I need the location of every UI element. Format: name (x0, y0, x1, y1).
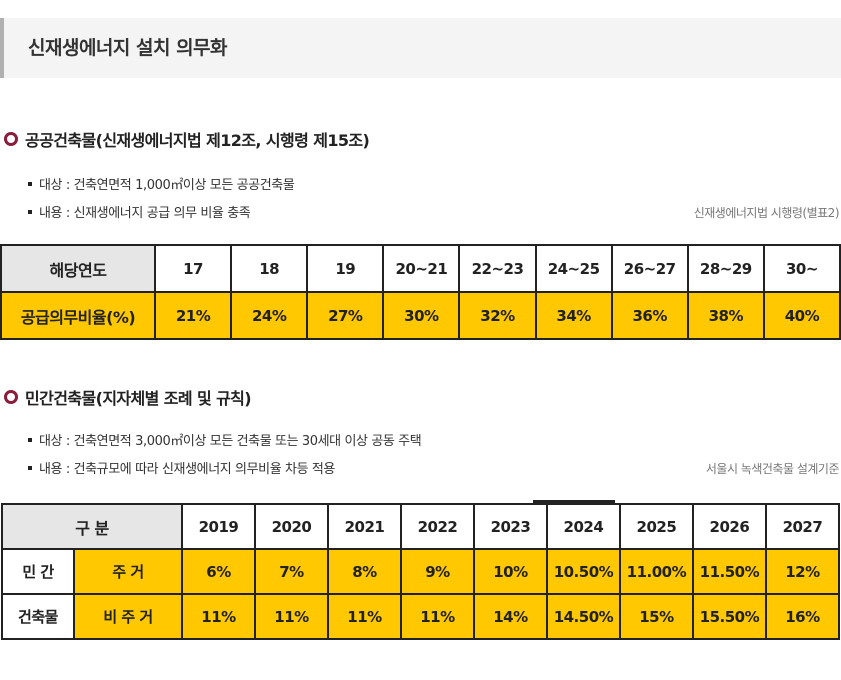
residential-row-label: 주 거 (72, 548, 184, 595)
ratio-cell: 8% (326, 548, 402, 595)
year-cell: 2019 (181, 503, 256, 550)
category-header-label: 구 분 (0, 503, 184, 550)
square-bullet-icon (28, 465, 32, 470)
circle-bullet-icon (4, 390, 18, 404)
public-content-line: 내용 : 신재생에너지 공급 의무 비율 충족 (28, 202, 251, 221)
square-bullet-icon (28, 437, 32, 442)
private-content-text: 내용 : 건축규모에 따라 신재생에너지 의무비율 차등 적용 (39, 462, 335, 477)
year-cell: 2027 (764, 503, 841, 550)
year-header-label: 해당연도 (0, 244, 156, 293)
ratio-cell: 36% (610, 291, 689, 340)
public-target-text: 대상 : 건축연면적 1,000㎡이상 모든 공공건축물 (39, 178, 295, 193)
ratio-cell: 15.50% (691, 593, 767, 640)
ratio-cell: 11% (326, 593, 402, 640)
ratio-cell: 15% (618, 593, 694, 640)
year-cell: 2020 (254, 503, 329, 550)
year-cell: 19 (306, 244, 385, 293)
group-label-top: 민 간 (1, 548, 75, 595)
year-cell: 2026 (691, 503, 767, 550)
year-cell: 2025 (618, 503, 694, 550)
ratio-cell: 11% (181, 593, 256, 640)
square-bullet-icon (28, 181, 32, 186)
private-section-heading: 민간건축물(지자체별 조례 및 규칙) (4, 385, 252, 409)
public-content-text: 내용 : 신재생에너지 공급 의무 비율 충족 (39, 206, 251, 221)
private-heading-text: 민간건축물(지자체별 조례 및 규칙) (25, 389, 252, 408)
page-title: 신재생에너지 설치 의무화 (28, 37, 228, 59)
non-residential-row-label: 비 주 거 (72, 593, 184, 640)
circle-bullet-icon (4, 132, 18, 146)
ratio-cell: 14% (472, 593, 548, 640)
ratio-cell: 6% (181, 548, 256, 595)
year-cell: 30~ (762, 244, 841, 293)
public-heading-text: 공공건축물(신재생에너지법 제12조, 시행령 제15조) (25, 131, 370, 150)
ratio-cell: 21% (153, 291, 233, 340)
ratio-cell: 14.50% (545, 593, 621, 640)
ratio-cell: 11% (399, 593, 475, 640)
private-content-line: 내용 : 건축규모에 따라 신재생에너지 의무비율 차등 적용 (28, 458, 335, 477)
ratio-cell: 38% (686, 291, 765, 340)
private-target-line: 대상 : 건축연면적 3,000㎡이상 모든 건축물 또는 30세대 이상 공동… (28, 430, 422, 449)
ratio-cell: 27% (306, 291, 385, 340)
ratio-cell: 30% (382, 291, 461, 340)
ratio-row-label: 공급의무비율(%) (0, 291, 156, 340)
table-header-row: 해당연도 17 18 19 20~21 22~23 24~25 26~27 28… (0, 244, 841, 293)
year-cell: 24~25 (534, 244, 613, 293)
public-target-line: 대상 : 건축연면적 1,000㎡이상 모든 공공건축물 (28, 174, 295, 193)
ratio-cell: 12% (764, 548, 841, 595)
group-label-bottom: 건축물 (1, 593, 75, 640)
year-cell: 17 (153, 244, 233, 293)
title-bar: 신재생에너지 설치 의무화 (0, 18, 841, 78)
ratio-cell: 34% (534, 291, 613, 340)
year-cell: 2022 (399, 503, 475, 550)
year-cell: 2023 (472, 503, 548, 550)
table-row: 민 간 주 거 6% 7% 8% 9% 10% 10.50% 11.00% 11… (1, 548, 841, 595)
ratio-cell: 10.50% (545, 548, 621, 595)
private-reference: 서울시 녹색건축물 설계기준 (705, 462, 840, 476)
year-cell: 22~23 (458, 244, 537, 293)
ratio-cell: 16% (764, 593, 841, 640)
ratio-cell: 7% (254, 548, 329, 595)
year-cell: 18 (230, 244, 309, 293)
public-reference: 신재생에너지법 시행령(별표2) (693, 206, 840, 220)
ratio-cell: 24% (230, 291, 309, 340)
private-target-text: 대상 : 건축연면적 3,000㎡이상 모든 건축물 또는 30세대 이상 공동… (39, 434, 422, 449)
ratio-cell: 32% (458, 291, 537, 340)
ratio-cell: 11.00% (618, 548, 694, 595)
table-row: 건축물 비 주 거 11% 11% 11% 11% 14% 14.50% 15%… (1, 593, 841, 640)
year-cell: 28~29 (686, 244, 765, 293)
year-cell: 2024 (545, 503, 621, 550)
private-ratio-table: 구 분 2019 2020 2021 2022 2023 2024 2025 2… (0, 503, 841, 640)
ratio-cell: 9% (399, 548, 475, 595)
ratio-cell: 11.50% (691, 548, 767, 595)
column-highlight-mark (533, 500, 615, 503)
ratio-cell: 10% (472, 548, 548, 595)
year-cell: 2021 (326, 503, 402, 550)
year-cell: 20~21 (382, 244, 461, 293)
table-row: 공급의무비율(%) 21% 24% 27% 30% 32% 34% 36% 38… (0, 291, 841, 340)
public-section-heading: 공공건축물(신재생에너지법 제12조, 시행령 제15조) (4, 127, 370, 151)
public-ratio-table: 해당연도 17 18 19 20~21 22~23 24~25 26~27 28… (0, 244, 841, 340)
square-bullet-icon (28, 209, 32, 214)
table-header-row: 구 분 2019 2020 2021 2022 2023 2024 2025 2… (0, 503, 841, 550)
year-cell: 26~27 (610, 244, 689, 293)
ratio-cell: 40% (762, 291, 841, 340)
ratio-cell: 11% (254, 593, 329, 640)
